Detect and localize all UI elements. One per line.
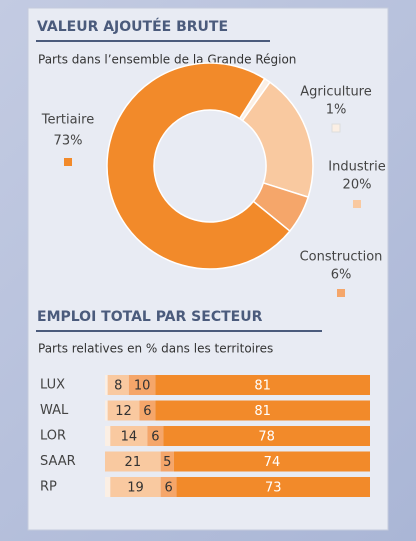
bar-segment [128,375,156,395]
chart-subtitle: Parts dans l’ensemble de la Grande Régio… [38,53,296,67]
bar-value: 19 [127,481,144,496]
bar-value: 21 [125,455,142,470]
bar-value: 14 [121,430,138,445]
slice-label: Tertiaire [41,113,94,128]
chart-subtitle: Parts relatives en % dans les territoire… [38,342,273,356]
bar-segment [107,400,140,421]
legend-swatch [337,289,345,297]
chart-title: EMPLOI TOTAL PAR SECTEUR [37,309,263,325]
bar-segment [163,426,370,446]
bar-segment [110,426,148,446]
category-label: RP [40,480,57,495]
bar-segment [105,477,111,497]
slice-value: 1% [326,103,347,118]
bar-value: 78 [258,430,275,445]
bar-value: 5 [163,455,171,470]
bar-segment [105,426,111,446]
legend-swatch [331,123,341,133]
slice-label: Construction [300,250,383,265]
bar-value: 6 [164,481,172,496]
bar-value: 6 [143,404,151,419]
bar-value: 8 [114,379,122,394]
bar-segment [110,477,161,497]
category-label: SAAR [40,454,76,469]
bar-segment [173,451,370,472]
category-label: LUX [40,378,65,393]
bar-segment [160,451,174,472]
chart-title: VALEUR AJOUTÉE BRUTE [37,18,228,35]
bar-segment [107,375,129,395]
legend-swatch [353,200,361,208]
bar-value: 81 [254,379,271,394]
slice-label: Industrie [328,160,385,175]
bar-value: 74 [264,455,281,470]
bar-segment [105,400,108,421]
bar-segment [155,400,370,421]
slice-value: 6% [331,268,352,283]
bar-value: 12 [115,404,132,419]
bar-value: 81 [254,404,271,419]
slice-label: Agriculture [300,85,372,100]
bar-segment [105,375,108,395]
bar-segment [160,477,177,497]
bar-segment [105,451,161,472]
bar-segment [155,375,370,395]
category-label: LOR [40,429,66,444]
bar-segment [139,400,156,421]
slice-value: 73% [54,134,83,149]
bar-value: 10 [134,379,151,394]
donut-slice [106,62,291,270]
bar-value: 6 [151,430,159,445]
bar-segment [176,477,370,497]
slice-value: 20% [343,178,372,193]
bar-value: 73 [265,481,282,496]
bar-segment [147,426,164,446]
category-label: WAL [40,403,69,418]
legend-swatch [64,158,72,166]
